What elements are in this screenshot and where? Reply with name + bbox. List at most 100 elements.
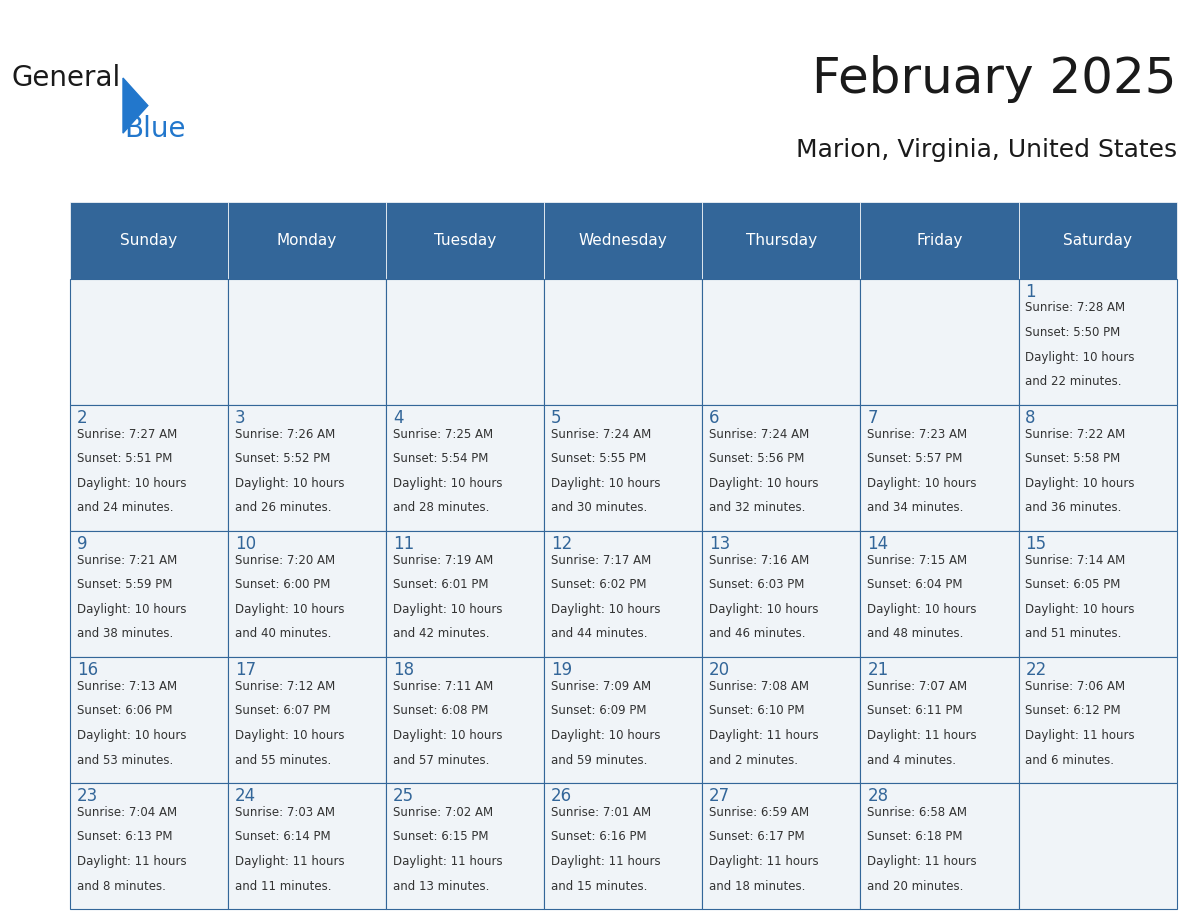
Text: Sunset: 5:58 PM: Sunset: 5:58 PM — [1025, 453, 1120, 465]
Text: 22: 22 — [1025, 661, 1047, 679]
Bar — [70, 202, 228, 278]
Bar — [860, 783, 1018, 909]
Text: and 48 minutes.: and 48 minutes. — [867, 628, 963, 641]
Text: Daylight: 10 hours: Daylight: 10 hours — [551, 729, 661, 742]
Text: Sunrise: 7:23 AM: Sunrise: 7:23 AM — [867, 428, 967, 441]
Text: Sunset: 6:09 PM: Sunset: 6:09 PM — [551, 704, 646, 717]
Text: Saturday: Saturday — [1063, 233, 1132, 248]
Text: 18: 18 — [393, 661, 415, 679]
Text: Sunrise: 7:04 AM: Sunrise: 7:04 AM — [77, 806, 177, 819]
Text: 20: 20 — [709, 661, 731, 679]
Text: and 26 minutes.: and 26 minutes. — [235, 501, 331, 514]
Text: Daylight: 10 hours: Daylight: 10 hours — [235, 476, 345, 490]
Text: and 13 minutes.: and 13 minutes. — [393, 879, 489, 892]
Text: Sunset: 5:57 PM: Sunset: 5:57 PM — [867, 453, 962, 465]
Text: Sunrise: 7:02 AM: Sunrise: 7:02 AM — [393, 806, 493, 819]
Bar — [544, 783, 702, 909]
Text: and 22 minutes.: and 22 minutes. — [1025, 375, 1121, 388]
Text: and 51 minutes.: and 51 minutes. — [1025, 628, 1121, 641]
Text: 10: 10 — [235, 535, 255, 554]
Bar — [228, 783, 386, 909]
Bar — [70, 656, 228, 783]
Text: Sunrise: 6:59 AM: Sunrise: 6:59 AM — [709, 806, 809, 819]
Text: Sunrise: 7:19 AM: Sunrise: 7:19 AM — [393, 554, 493, 566]
Text: Sunrise: 7:15 AM: Sunrise: 7:15 AM — [867, 554, 967, 566]
Text: and 18 minutes.: and 18 minutes. — [709, 879, 805, 892]
Text: and 2 minutes.: and 2 minutes. — [709, 754, 798, 767]
Bar — [1018, 783, 1176, 909]
Text: Daylight: 10 hours: Daylight: 10 hours — [1025, 351, 1135, 364]
Text: 19: 19 — [551, 661, 573, 679]
Text: Sunrise: 7:12 AM: Sunrise: 7:12 AM — [235, 679, 335, 693]
Text: Tuesday: Tuesday — [434, 233, 497, 248]
Bar — [544, 656, 702, 783]
Text: 23: 23 — [77, 788, 97, 805]
Text: Daylight: 10 hours: Daylight: 10 hours — [709, 603, 819, 616]
Bar — [860, 405, 1018, 531]
Text: and 53 minutes.: and 53 minutes. — [77, 754, 173, 767]
Text: 24: 24 — [235, 788, 255, 805]
Text: and 44 minutes.: and 44 minutes. — [551, 628, 647, 641]
Text: Sunrise: 7:06 AM: Sunrise: 7:06 AM — [1025, 679, 1125, 693]
Text: Daylight: 11 hours: Daylight: 11 hours — [235, 855, 345, 868]
Text: Daylight: 10 hours: Daylight: 10 hours — [393, 729, 503, 742]
Text: 3: 3 — [235, 409, 246, 427]
Text: and 28 minutes.: and 28 minutes. — [393, 501, 489, 514]
Text: Sunset: 6:03 PM: Sunset: 6:03 PM — [709, 578, 804, 591]
Bar — [386, 202, 544, 278]
Text: 13: 13 — [709, 535, 731, 554]
Bar — [544, 405, 702, 531]
Text: Daylight: 10 hours: Daylight: 10 hours — [393, 603, 503, 616]
Text: Friday: Friday — [916, 233, 962, 248]
Bar — [228, 405, 386, 531]
Text: 16: 16 — [77, 661, 97, 679]
Text: Sunset: 5:51 PM: Sunset: 5:51 PM — [77, 453, 172, 465]
Text: Sunrise: 7:14 AM: Sunrise: 7:14 AM — [1025, 554, 1125, 566]
Text: 6: 6 — [709, 409, 720, 427]
Text: 17: 17 — [235, 661, 255, 679]
Bar — [702, 783, 860, 909]
Text: Daylight: 10 hours: Daylight: 10 hours — [393, 476, 503, 490]
Text: Daylight: 10 hours: Daylight: 10 hours — [709, 476, 819, 490]
Bar — [544, 278, 702, 405]
Bar — [860, 202, 1018, 278]
Text: Wednesday: Wednesday — [579, 233, 668, 248]
Text: 14: 14 — [867, 535, 889, 554]
Text: Sunday: Sunday — [120, 233, 177, 248]
Bar — [544, 202, 702, 278]
Text: Sunrise: 6:58 AM: Sunrise: 6:58 AM — [867, 806, 967, 819]
Text: Sunset: 6:11 PM: Sunset: 6:11 PM — [867, 704, 963, 717]
Text: 2: 2 — [77, 409, 87, 427]
Bar — [1018, 531, 1176, 656]
Bar — [70, 531, 228, 656]
Text: and 4 minutes.: and 4 minutes. — [867, 754, 956, 767]
Text: Sunset: 6:10 PM: Sunset: 6:10 PM — [709, 704, 804, 717]
Text: 12: 12 — [551, 535, 573, 554]
Bar — [386, 783, 544, 909]
Text: Sunrise: 7:13 AM: Sunrise: 7:13 AM — [77, 679, 177, 693]
Text: Daylight: 11 hours: Daylight: 11 hours — [867, 729, 977, 742]
Text: Sunrise: 7:21 AM: Sunrise: 7:21 AM — [77, 554, 177, 566]
Bar — [1018, 202, 1176, 278]
Bar — [702, 656, 860, 783]
Text: and 36 minutes.: and 36 minutes. — [1025, 501, 1121, 514]
Text: and 11 minutes.: and 11 minutes. — [235, 879, 331, 892]
Text: Daylight: 11 hours: Daylight: 11 hours — [393, 855, 503, 868]
Text: 27: 27 — [709, 788, 731, 805]
Text: Sunrise: 7:24 AM: Sunrise: 7:24 AM — [551, 428, 651, 441]
Text: 8: 8 — [1025, 409, 1036, 427]
Bar — [1018, 278, 1176, 405]
Text: and 59 minutes.: and 59 minutes. — [551, 754, 647, 767]
Text: Daylight: 10 hours: Daylight: 10 hours — [77, 476, 187, 490]
Text: and 32 minutes.: and 32 minutes. — [709, 501, 805, 514]
Text: Daylight: 11 hours: Daylight: 11 hours — [551, 855, 661, 868]
Text: Daylight: 10 hours: Daylight: 10 hours — [1025, 603, 1135, 616]
Text: Daylight: 10 hours: Daylight: 10 hours — [867, 476, 977, 490]
Text: Sunset: 6:00 PM: Sunset: 6:00 PM — [235, 578, 330, 591]
Text: 5: 5 — [551, 409, 562, 427]
Bar — [228, 202, 386, 278]
Bar — [386, 656, 544, 783]
Text: 26: 26 — [551, 788, 573, 805]
Text: Sunrise: 7:08 AM: Sunrise: 7:08 AM — [709, 679, 809, 693]
Text: Sunset: 6:13 PM: Sunset: 6:13 PM — [77, 831, 172, 844]
